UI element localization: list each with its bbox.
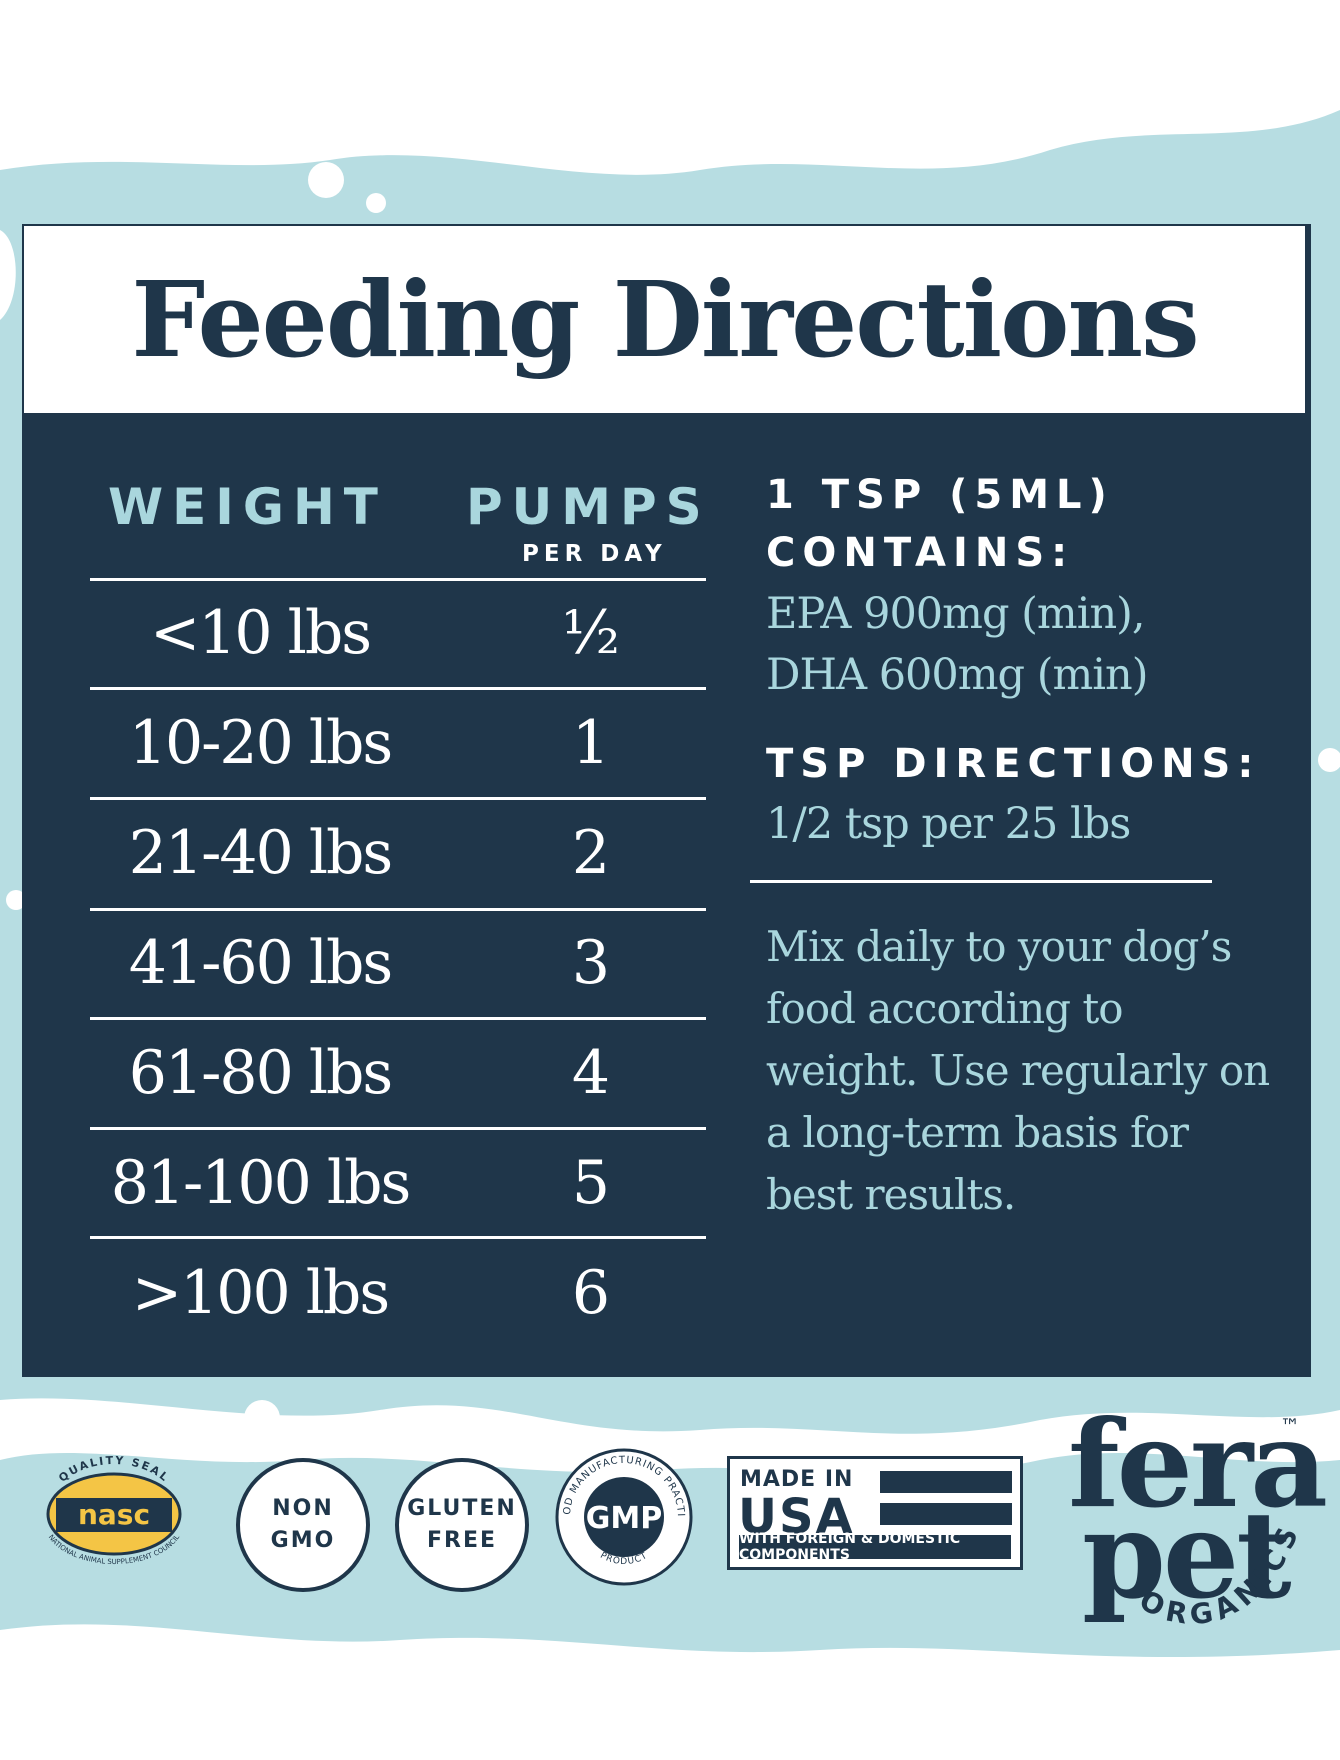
- weight-cell: 61-80 lbs: [128, 1038, 393, 1108]
- table-rule: [90, 1236, 706, 1239]
- flag-stripe: [880, 1471, 1012, 1493]
- svg-text:ORGANICS: ORGANICS: [1134, 1517, 1307, 1632]
- brand-word-pet: pet: [1082, 1485, 1292, 1626]
- pumps-cell: 4: [571, 1038, 610, 1108]
- gluten-free-line1: GLUTEN: [407, 1496, 517, 1521]
- pumps-cell: 2: [571, 818, 610, 888]
- non-gmo-line1: NON: [272, 1496, 334, 1521]
- table-rule: [90, 797, 706, 800]
- pumps-cell: 6: [571, 1258, 610, 1328]
- table-rule: [90, 908, 706, 911]
- weight-cell: 21-40 lbs: [128, 818, 393, 888]
- weight-column-header: WEIGHT: [108, 478, 387, 536]
- dha-content: DHA 600mg (min): [766, 650, 1149, 700]
- contents-heading-line2: CONTAINS:: [766, 530, 1075, 576]
- epa-content: EPA 900mg (min),: [766, 589, 1146, 639]
- gmp-seal-icon: GMP GOOD MANUFACTURING PRACTICE PRODUCT: [549, 1438, 693, 1586]
- weight-cell: <10 lbs: [149, 598, 372, 668]
- weight-cell: >100 lbs: [131, 1258, 390, 1328]
- flag-stripe: [880, 1503, 1012, 1525]
- gmp-badge: GMP GOOD MANUFACTURING PRACTICE PRODUCT: [549, 1438, 695, 1588]
- usage-instructions: Mix daily to your dog’s food according t…: [766, 922, 1270, 1219]
- tsp-directions-heading: TSP DIRECTIONS:: [766, 741, 1261, 787]
- page-title: Feeding Directions: [131, 257, 1199, 381]
- pumps-column-subheader: PER DAY: [522, 541, 667, 567]
- pumps-cell: 3: [571, 928, 610, 998]
- made-in-usa-badge: MADE IN USA WITH FOREIGN & DOMESTIC COMP…: [727, 1456, 1023, 1570]
- trademark-mark: ™: [1280, 1414, 1300, 1438]
- pumps-column-header: PUMPS: [466, 478, 711, 536]
- brand-word-fera: fera: [1068, 1394, 1328, 1535]
- pumps-cell: 5: [571, 1148, 610, 1218]
- organics-arc-text: ORGANICS: [1134, 1517, 1307, 1632]
- nasc-quality-seal: nasc QUALITY SEAL NATIONAL ANIMAL SUPPLE…: [34, 1448, 194, 1572]
- weight-cell: 81-100 lbs: [110, 1148, 412, 1218]
- components-strip: WITH FOREIGN & DOMESTIC COMPONENTS: [739, 1531, 1011, 1563]
- table-rule: [90, 687, 706, 690]
- weight-cell: 41-60 lbs: [128, 928, 393, 998]
- tsp-directions-text: 1/2 tsp per 25 lbs: [766, 799, 1131, 849]
- table-rule: [90, 1017, 706, 1020]
- contents-heading-line1: 1 TSP (5ML): [766, 472, 1114, 518]
- svg-text:nasc: nasc: [78, 1498, 150, 1531]
- made-in-label: MADE IN: [740, 1467, 854, 1492]
- pumps-cell: 1: [571, 708, 610, 778]
- section-divider: [750, 880, 1212, 883]
- weight-cell: 10-20 lbs: [128, 708, 393, 778]
- gluten-free-badge: GLUTEN FREE: [395, 1458, 529, 1592]
- pumps-cell: ½: [561, 598, 620, 668]
- svg-text:GMP: GMP: [586, 1501, 662, 1536]
- non-gmo-line2: GMO: [270, 1528, 336, 1553]
- table-rule: [90, 578, 706, 581]
- nasc-seal-icon: nasc QUALITY SEAL NATIONAL ANIMAL SUPPLE…: [46, 1454, 182, 1566]
- title-banner: Feeding Directions: [22, 224, 1307, 415]
- table-rule: [90, 1127, 706, 1130]
- non-gmo-badge: NON GMO: [236, 1458, 370, 1592]
- gluten-free-line2: FREE: [426, 1528, 498, 1553]
- directions-card: [22, 224, 1311, 1377]
